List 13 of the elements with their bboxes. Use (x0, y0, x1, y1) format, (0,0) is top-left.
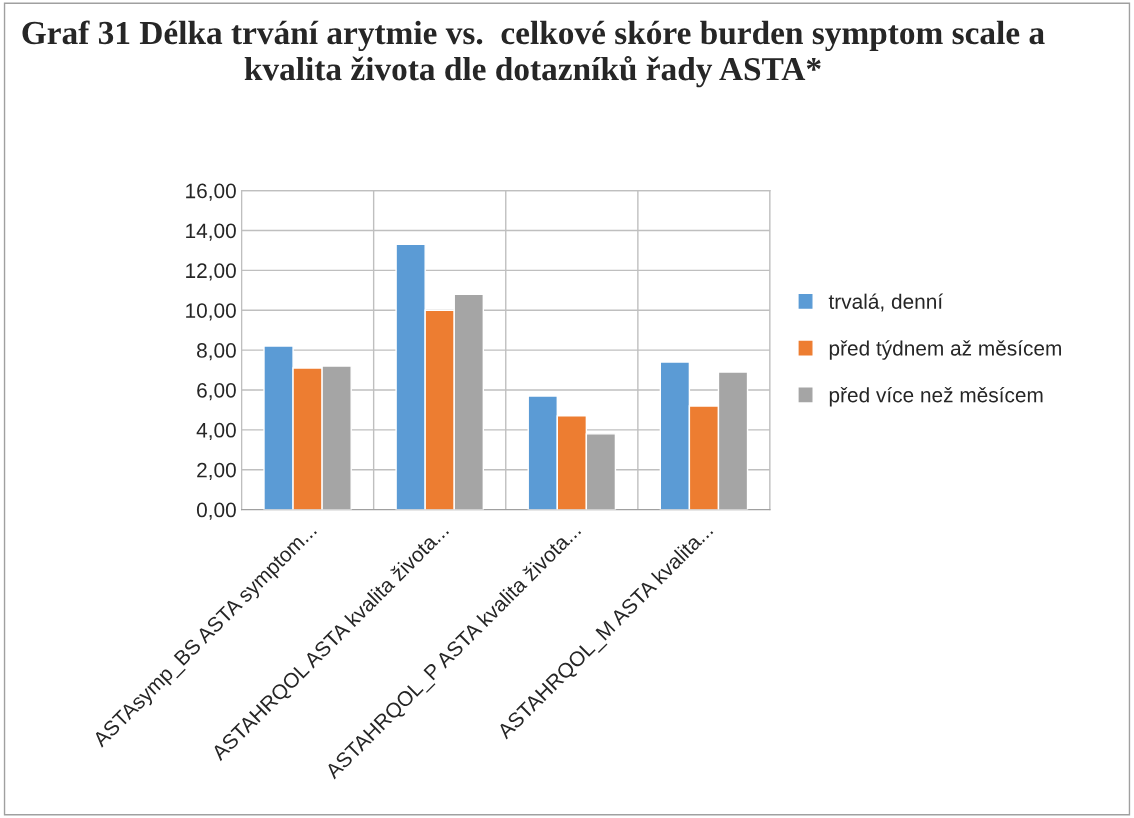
y-tick-label: 16,00 (186, 183, 236, 201)
legend-label: před více než měsícem (829, 386, 1043, 407)
y-tick-label: 10,00 (186, 303, 236, 321)
legend-label: před týdnem až měsícem (829, 340, 1061, 360)
y-tick-label: 2,00 (197, 462, 236, 480)
y-tick-label: 6,00 (197, 382, 236, 401)
y-tick-label: 8,00 (197, 343, 236, 361)
y-tick-label: 4,00 (196, 422, 236, 441)
y-tick-label: 14,00 (186, 223, 236, 241)
legend-label: trvalá, denní (828, 293, 944, 312)
y-tick-label: 0,00 (196, 502, 236, 520)
chart-title: Graf 31 Délka trvání arytmie vs. celkové skóre burden symptom scale a kvalita života dle dotazníků řady ASTA* (22, 20, 1045, 88)
y-tick-label: 12,00 (186, 263, 236, 281)
